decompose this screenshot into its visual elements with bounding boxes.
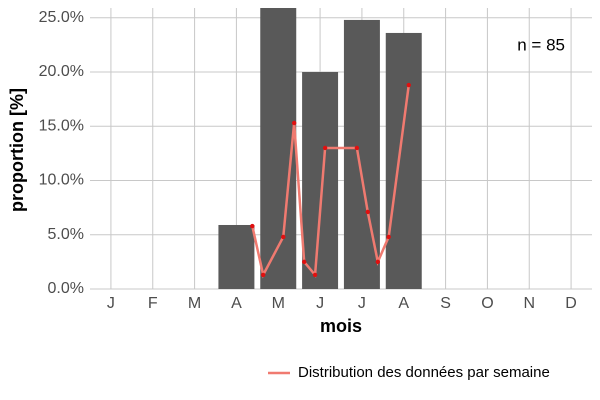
x-tick-label: S bbox=[440, 295, 451, 312]
point bbox=[406, 82, 411, 88]
bar bbox=[302, 72, 339, 289]
point bbox=[322, 145, 328, 151]
point bbox=[386, 234, 391, 240]
y-tick-label: 15.0% bbox=[39, 117, 84, 134]
point bbox=[301, 259, 307, 265]
x-tick-label: M bbox=[188, 295, 201, 312]
point bbox=[354, 145, 360, 151]
x-axis-title: mois bbox=[320, 316, 362, 336]
point bbox=[250, 223, 255, 229]
x-tick-label: J bbox=[316, 295, 324, 312]
point bbox=[291, 120, 297, 126]
annotation: n = 85 bbox=[517, 35, 565, 54]
x-tick-label: D bbox=[565, 295, 577, 312]
point bbox=[260, 272, 266, 278]
x-tick-label: M bbox=[272, 295, 285, 312]
line bbox=[251, 84, 411, 279]
y-tick-label: 0.0% bbox=[48, 280, 84, 297]
x-tick-label: A bbox=[398, 295, 409, 312]
y-tick-label: 5.0% bbox=[48, 226, 84, 243]
y-axis-title: proportion [%] bbox=[7, 88, 27, 212]
bar bbox=[385, 32, 422, 289]
bar bbox=[218, 224, 255, 289]
bar bbox=[260, 8, 297, 289]
x-tick-label: N bbox=[523, 295, 535, 312]
point bbox=[281, 234, 286, 240]
y-tick-label: 20.0% bbox=[39, 63, 84, 80]
point bbox=[365, 209, 370, 215]
y-tick-label: 10.0% bbox=[39, 172, 84, 189]
point bbox=[312, 272, 318, 278]
x-tick-label: O bbox=[481, 295, 493, 312]
point bbox=[375, 259, 381, 265]
x-tick-label: J bbox=[107, 295, 115, 312]
legend-label: Distribution des données par semaine bbox=[298, 364, 550, 381]
x-tick-label: A bbox=[231, 295, 242, 312]
y-tick-label: 25.0% bbox=[39, 9, 84, 26]
x-tick-label: J bbox=[358, 295, 366, 312]
x-tick-label: F bbox=[148, 295, 158, 312]
